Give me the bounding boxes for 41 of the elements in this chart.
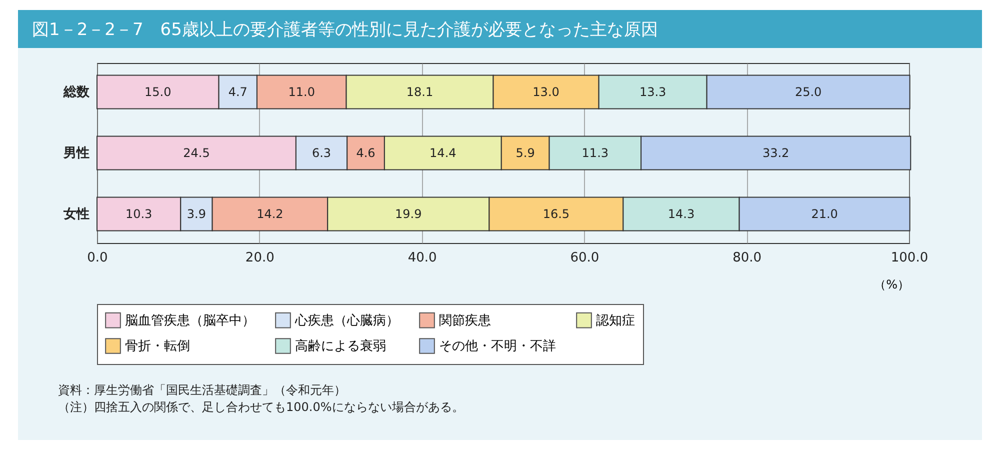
y-tick-label: 女性	[62, 207, 90, 222]
data-label: 13.3	[639, 84, 666, 99]
legend-label: 認知症	[596, 313, 635, 328]
data-label: 24.5	[183, 146, 210, 160]
data-label: 21.0	[811, 207, 838, 222]
x-tick-label: 40.0	[408, 250, 437, 266]
data-label: 15.0	[144, 84, 172, 99]
data-label: 14.3	[668, 207, 695, 222]
legend-label: その他・不明・不詳	[439, 339, 556, 354]
x-tick-label: 20.0	[245, 250, 274, 266]
x-tick-label: 0.0	[87, 250, 108, 266]
x-tick-label: 80.0	[732, 250, 762, 266]
text: 資料：厚生労働省「国民生活基礎調査」（令和元年）	[58, 382, 347, 399]
data-label: 5.9	[516, 146, 535, 160]
data-label: 13.0	[532, 84, 560, 99]
x-axis-title: （%）	[874, 278, 910, 292]
text: （注）四捨五入の関係で、足し合わせても100.0%にならない場合がある。	[58, 399, 464, 416]
data-label: 10.3	[125, 207, 152, 222]
data-label: 14.4	[430, 146, 456, 160]
data-label: 11.0	[288, 84, 315, 99]
data-label: 4.6	[356, 146, 376, 160]
data-label: 19.9	[395, 207, 422, 222]
x-tick-label: 60.0	[570, 250, 600, 266]
data-label: 25.0	[794, 84, 822, 99]
data-label: 18.1	[406, 84, 434, 99]
data-label: 3.9	[186, 207, 206, 222]
data-label: 16.5	[542, 207, 570, 222]
legend-label: 脳血管疾患（脳卒中）	[125, 313, 255, 328]
legend-label: 関節疾患	[439, 313, 491, 328]
legend-label: 骨折・転倒	[125, 339, 190, 354]
y-tick-label: 男性	[62, 146, 90, 161]
y-tick-label: 総数	[62, 84, 90, 100]
chart-title: 図1－2－2－7 65歳以上の要介護者等の性別に見た介護が必要となった主な原因	[18, 10, 982, 48]
data-label: 11.3	[582, 146, 609, 160]
data-label: 14.2	[256, 207, 284, 222]
legend-label: 高齢による衰弱	[295, 338, 386, 354]
data-label: 33.2	[762, 146, 790, 160]
data-label: 4.7	[228, 84, 248, 99]
legend-label: 心疾患（心臓病）	[294, 312, 399, 328]
data-label: 6.3	[312, 146, 332, 160]
x-tick-label: 100.0	[890, 250, 928, 266]
